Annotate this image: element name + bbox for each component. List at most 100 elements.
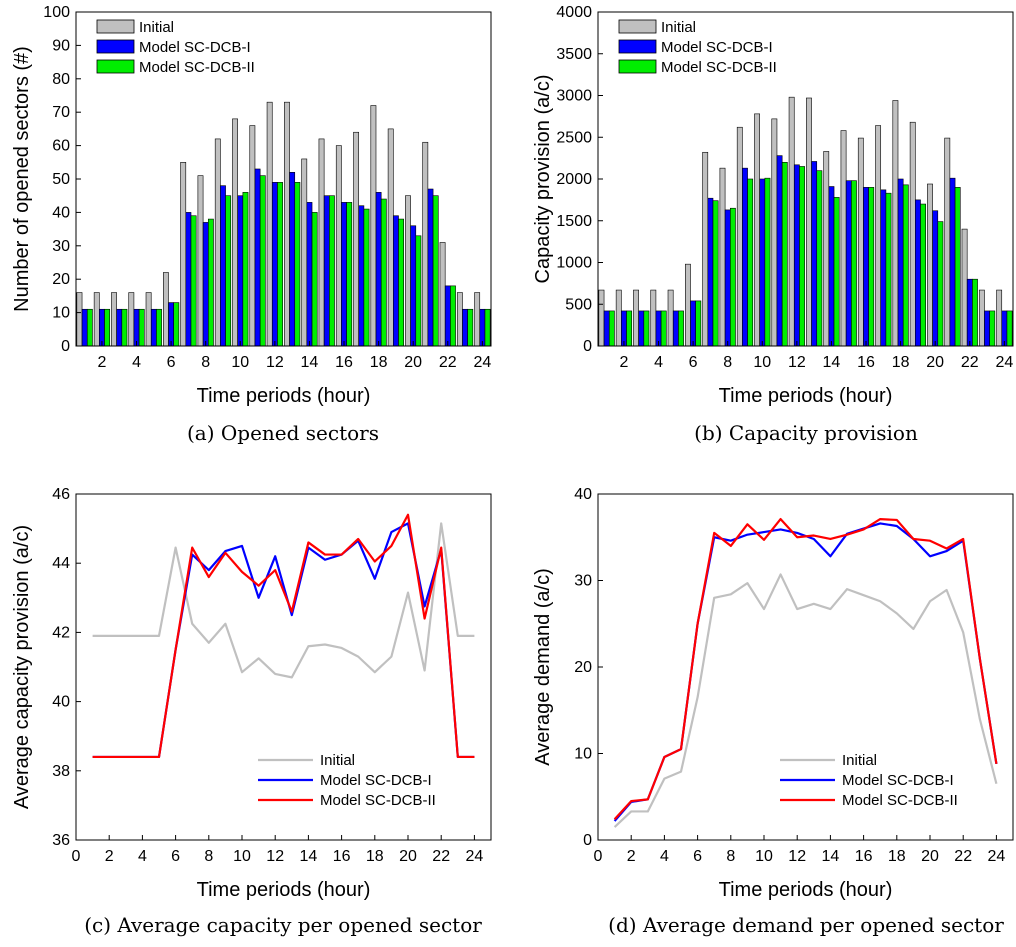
x-tick-label: 0 xyxy=(594,848,603,865)
x-tick-label: 6 xyxy=(167,354,176,371)
x-tick-label: 4 xyxy=(660,848,669,865)
bar xyxy=(254,168,261,347)
x-tick-label: 8 xyxy=(723,354,732,371)
y-tick-label: 4000 xyxy=(556,4,592,21)
bar xyxy=(833,197,840,347)
x-axis-label: Time periods (hour) xyxy=(197,385,371,407)
panel-caption: (a) Opened sectors xyxy=(187,421,379,445)
x-tick-label: 12 xyxy=(266,354,284,371)
bar xyxy=(863,187,869,347)
bar xyxy=(799,166,805,347)
bar xyxy=(168,302,174,347)
legend-label: Model SC-DCB-II xyxy=(842,792,958,809)
bar xyxy=(232,118,238,347)
x-tick-label: 12 xyxy=(788,354,806,371)
y-tick-label: 1000 xyxy=(556,255,592,272)
x-tick-label: 20 xyxy=(926,354,944,371)
bar xyxy=(598,289,605,347)
bar xyxy=(914,199,921,347)
x-tick-label: 22 xyxy=(439,354,457,371)
bar xyxy=(266,101,273,347)
x-tick-label: 8 xyxy=(201,354,210,371)
x-tick-label: 4 xyxy=(654,354,663,371)
bar xyxy=(823,151,830,347)
bar xyxy=(462,308,468,347)
y-tick-label: 60 xyxy=(52,138,70,155)
bar xyxy=(323,195,330,347)
bar xyxy=(667,289,674,347)
bar xyxy=(242,192,249,347)
legend-swatch xyxy=(96,19,135,34)
x-tick-label: 10 xyxy=(755,848,773,865)
bar xyxy=(380,198,387,347)
bar xyxy=(759,178,766,347)
bar xyxy=(439,242,446,347)
legend-label: Model SC-DCB-I xyxy=(842,772,954,789)
bar xyxy=(944,137,951,347)
y-tick-label: 20 xyxy=(574,659,592,676)
x-tick-label: 2 xyxy=(619,354,628,371)
bar xyxy=(672,310,679,347)
bar xyxy=(1006,310,1013,347)
bar xyxy=(650,289,657,347)
bar xyxy=(237,195,244,347)
x-axis-label: Time periods (hour) xyxy=(719,879,893,901)
x-tick-label: 12 xyxy=(788,848,806,865)
legend-swatch xyxy=(618,59,657,74)
bar xyxy=(781,162,788,347)
bar xyxy=(150,308,157,347)
line-series-1 xyxy=(613,573,998,828)
x-tick-label: 16 xyxy=(855,848,873,865)
y-tick-label: 40 xyxy=(52,694,70,711)
bar xyxy=(892,100,899,347)
bar xyxy=(684,263,691,347)
panel-caption: (d) Average demand per opened sector xyxy=(608,913,1004,937)
y-tick-label: 0 xyxy=(61,338,70,355)
legend: Initial Model SC-DCB-I Model SC-DCB-II xyxy=(96,19,255,76)
line-series-3 xyxy=(92,513,475,759)
bar xyxy=(868,187,875,347)
bar xyxy=(128,292,135,347)
bar xyxy=(116,308,123,347)
bar xyxy=(363,208,370,347)
x-tick-label: 16 xyxy=(857,354,875,371)
bar xyxy=(202,222,209,347)
bar xyxy=(450,285,456,347)
bar xyxy=(638,310,645,347)
x-tick-label: 22 xyxy=(432,848,450,865)
bar xyxy=(197,175,204,347)
bar xyxy=(133,308,140,347)
bar xyxy=(932,210,939,347)
bar xyxy=(375,192,382,347)
bar xyxy=(467,308,474,347)
bar xyxy=(456,292,463,347)
bar xyxy=(138,308,145,347)
bar xyxy=(422,141,429,347)
y-tick-label: 36 xyxy=(52,832,70,849)
bar xyxy=(626,310,633,347)
bar xyxy=(880,189,887,347)
x-tick-label: 24 xyxy=(995,354,1013,371)
bar xyxy=(289,172,296,347)
x-axis-label: Time periods (hour) xyxy=(719,385,893,407)
bar xyxy=(294,182,301,347)
y-tick-label: 50 xyxy=(52,171,70,188)
y-tick-label: 3000 xyxy=(556,88,592,105)
legend-label: Model SC-DCB-I xyxy=(139,39,251,56)
legend-label: Initial xyxy=(139,19,174,36)
bar xyxy=(954,187,961,347)
y-tick-label: 70 xyxy=(52,104,70,121)
x-tick-label: 14 xyxy=(300,848,318,865)
y-tick-label: 40 xyxy=(574,486,592,503)
legend-label: Model SC-DCB-I xyxy=(661,39,773,56)
bar xyxy=(851,180,857,347)
bar xyxy=(655,310,662,347)
x-tick-label: 18 xyxy=(370,354,388,371)
x-tick-label: 18 xyxy=(892,354,910,371)
bar xyxy=(811,161,818,347)
x-tick-label: 16 xyxy=(335,354,353,371)
y-tick-label: 42 xyxy=(52,624,70,641)
legend: Initial Model SC-DCB-I Model SC-DCB-II xyxy=(258,752,436,809)
bar xyxy=(724,209,731,347)
x-tick-label: 22 xyxy=(961,354,979,371)
